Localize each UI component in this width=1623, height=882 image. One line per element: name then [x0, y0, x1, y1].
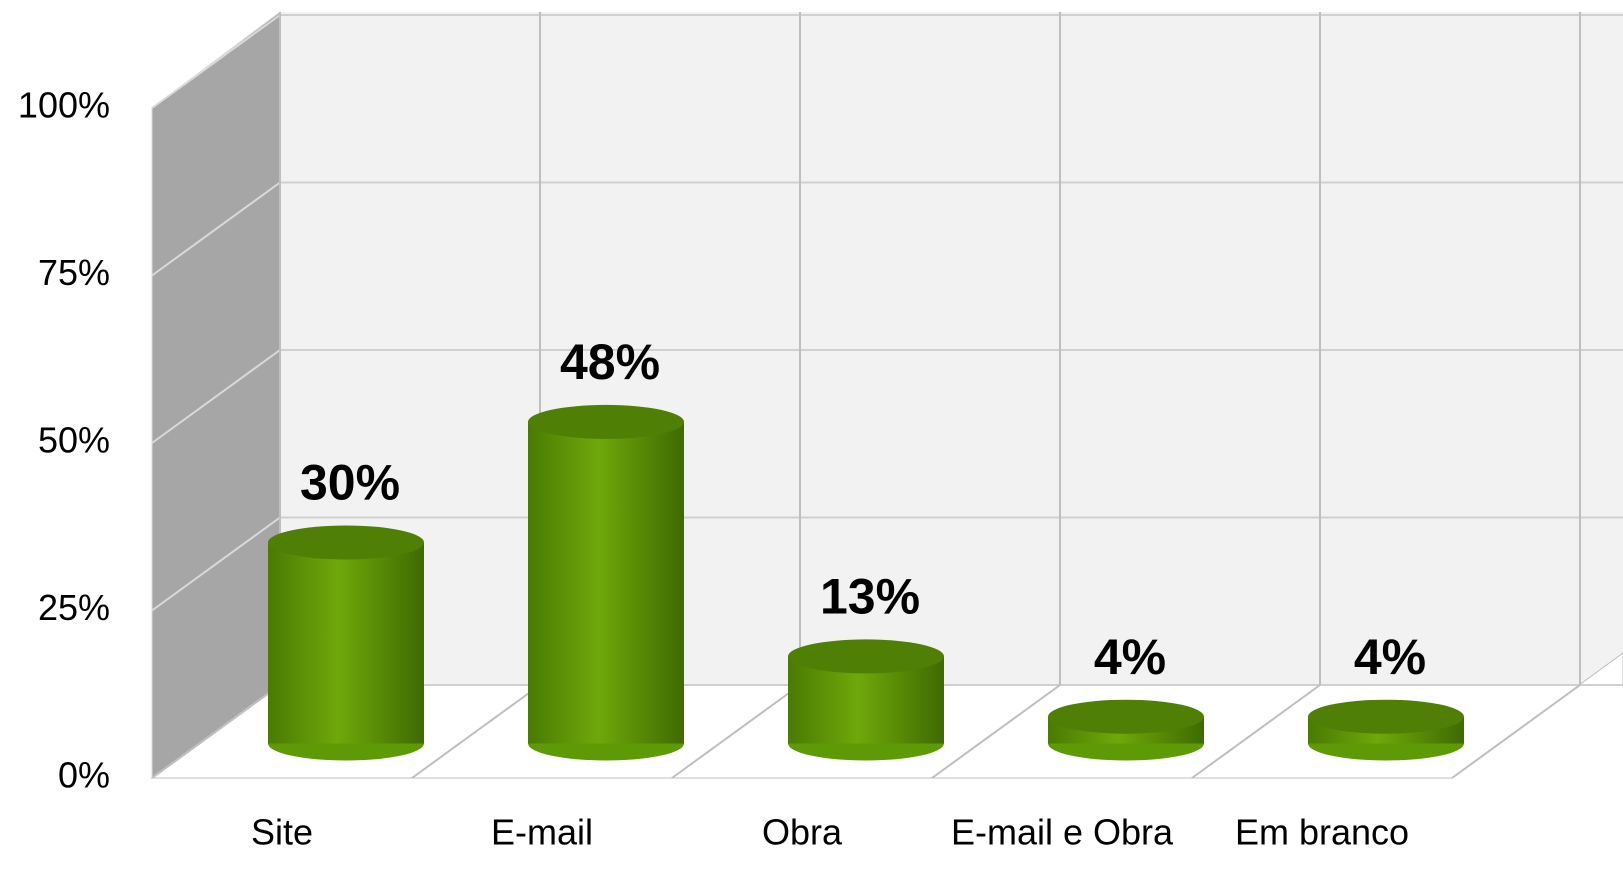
- y-tick-label: 50%: [38, 420, 110, 461]
- side-grid-line: [151, 181, 281, 277]
- back-wall: [280, 12, 1623, 685]
- bar-body: [268, 542, 424, 744]
- x-tick-label: Obra: [762, 812, 843, 853]
- bar: [788, 639, 944, 761]
- side-grid-line: [151, 349, 281, 444]
- x-tick-label: Site: [251, 812, 313, 853]
- floor-divider: [671, 684, 801, 779]
- floor-divider: [151, 684, 281, 779]
- x-tick-label: E-mail e Obra: [951, 812, 1174, 853]
- y-tick-label: 75%: [38, 252, 110, 293]
- bar-top: [528, 404, 684, 439]
- bar-top: [788, 639, 944, 674]
- y-tick-label: 25%: [38, 587, 110, 628]
- floor-divider: [1191, 684, 1321, 779]
- y-tick-label: 0%: [58, 755, 110, 796]
- side-grid-line: [151, 516, 281, 612]
- bar: [1308, 699, 1464, 761]
- bar-body: [528, 421, 684, 744]
- value-label: 4%: [1354, 629, 1426, 685]
- bar: [1048, 699, 1204, 761]
- x-tick-label: E-mail: [491, 812, 593, 853]
- value-label: 4%: [1094, 629, 1166, 685]
- value-label: 13%: [820, 569, 920, 625]
- y-tick-label: 100%: [18, 85, 110, 126]
- value-label: 48%: [560, 334, 660, 390]
- floor-divider: [931, 684, 1061, 779]
- side-grid-line: [151, 14, 281, 109]
- x-tick-label: Em branco: [1235, 812, 1409, 853]
- value-label: 30%: [300, 455, 400, 511]
- side-wall: [151, 11, 281, 779]
- floor-divider: [411, 684, 541, 779]
- bar-top: [1308, 699, 1464, 734]
- bar: [268, 525, 424, 761]
- bar-top: [1048, 699, 1204, 734]
- bar-top: [268, 525, 424, 560]
- bar: [528, 404, 684, 761]
- floor-divider: [1451, 684, 1581, 779]
